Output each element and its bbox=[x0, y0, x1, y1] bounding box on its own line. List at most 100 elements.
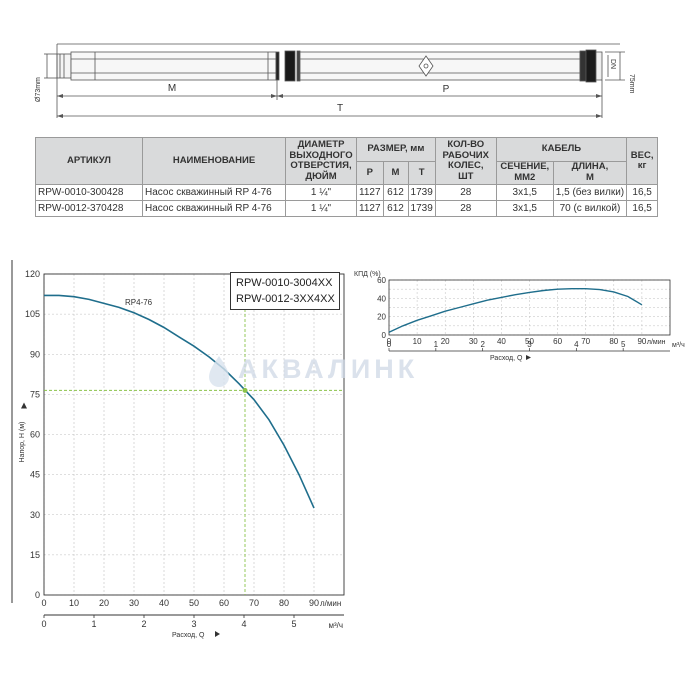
x2-tick-label: 5 bbox=[621, 340, 626, 349]
dim-diameter-label: Ø73mm bbox=[35, 77, 42, 102]
x-tick-label: 40 bbox=[159, 598, 169, 608]
x-tick-label: 40 bbox=[497, 337, 506, 346]
cell-t: 1739 bbox=[407, 184, 436, 201]
header-weight: ВЕС, кг bbox=[626, 137, 659, 185]
x-tick-label: 30 bbox=[469, 337, 478, 346]
x-tick-label: 20 bbox=[441, 337, 450, 346]
efficiency-series-line bbox=[388, 288, 643, 333]
y-tick-label: 75 bbox=[30, 389, 40, 399]
x2-unit-label: м³/ч bbox=[328, 621, 343, 630]
x-axis-arrow-icon bbox=[215, 631, 220, 637]
x-tick-label: 60 bbox=[219, 598, 229, 608]
legend-line-2: RPW-0012-3XX4XX bbox=[236, 293, 335, 305]
x-tick-label: 90 bbox=[309, 598, 319, 608]
header-cable-section: СЕЧЕНИЕ, ММ2 bbox=[495, 160, 554, 185]
header-size-t: T bbox=[407, 160, 436, 185]
header-wheels: КОЛ-ВО РАБОЧИХ КОЛЕС, ШТ bbox=[434, 137, 497, 185]
x2-tick-label: 0 bbox=[387, 340, 392, 349]
dim-height-label: 75mm bbox=[628, 74, 635, 94]
x2-tick-label: 3 bbox=[191, 619, 196, 629]
x-tick-label: 60 bbox=[553, 337, 562, 346]
cell-name: Насос скважинный RP 4-76 bbox=[142, 184, 286, 201]
y-axis-label: Напор, H (м) bbox=[19, 422, 26, 463]
y-tick-label: 0 bbox=[382, 331, 387, 340]
cell-outlet: 1 ¼" bbox=[285, 200, 357, 217]
watermark-text: АКВАЛИНК bbox=[238, 354, 419, 384]
x-tick-label: 80 bbox=[609, 337, 618, 346]
spec-table: АРТИКУЛ НАИМЕНОВАНИЕ ДИАМЕТР ВЫХОДНОГО ОТВ… bbox=[35, 137, 659, 217]
cell-weight: 16,5 bbox=[626, 184, 659, 201]
x-tick-label: 10 bbox=[69, 598, 79, 608]
header-cable-length: ДЛИНА, М bbox=[552, 160, 628, 185]
cell-length: 1,5 (без вилки) bbox=[552, 184, 628, 201]
x2-tick-label: 4 bbox=[574, 340, 579, 349]
x2-tick-label: 1 bbox=[434, 340, 439, 349]
x2-tick-label: 3 bbox=[527, 340, 532, 349]
series-line-rp4-76 bbox=[44, 294, 315, 509]
cell-t: 1739 bbox=[407, 200, 436, 217]
x-tick-label: 90 bbox=[637, 337, 646, 346]
header-size-p: P bbox=[356, 160, 384, 185]
y-axis-label: КПД (%) bbox=[354, 271, 381, 278]
cell-weight: 16,5 bbox=[626, 200, 659, 217]
cell-section: 3x1,5 bbox=[495, 184, 554, 201]
cell-length: 70 (с вилкой) bbox=[552, 200, 628, 217]
cell-m: 612 bbox=[382, 200, 409, 217]
x-axis-label: Расход, Q bbox=[490, 355, 523, 362]
x-tick-label: 30 bbox=[129, 598, 139, 608]
x2-tick-label: 1 bbox=[91, 619, 96, 629]
cell-wheels: 28 bbox=[434, 184, 497, 201]
y-tick-label: 60 bbox=[377, 276, 386, 285]
x2-tick-label: 2 bbox=[141, 619, 146, 629]
y-tick-label: 0 bbox=[35, 590, 40, 600]
x2-tick-label: 0 bbox=[41, 619, 46, 629]
x-tick-label: 0 bbox=[387, 337, 392, 346]
cell-article: RPW-0012-370428 bbox=[35, 200, 143, 217]
table-row: RPW-0012-370428 Насос скважинный RP 4-76… bbox=[35, 200, 659, 217]
legend-line-1: RPW-0010-3004XX bbox=[236, 277, 333, 289]
x-tick-label: 10 bbox=[413, 337, 422, 346]
cell-p: 1127 bbox=[356, 184, 384, 201]
header-name: НАИМЕНОВАНИЕ bbox=[142, 137, 286, 185]
y-tick-label: 60 bbox=[30, 430, 40, 440]
table-row: RPW-0010-300428 Насос скважинный RP 4-76… bbox=[35, 184, 659, 201]
x-tick-label: 20 bbox=[99, 598, 109, 608]
y-tick-label: 120 bbox=[25, 269, 40, 279]
plot-frame bbox=[388, 279, 671, 336]
x-unit-label: л/мин bbox=[647, 339, 666, 346]
cell-wheels: 28 bbox=[434, 200, 497, 217]
dim-m-label: M bbox=[168, 83, 176, 94]
header-cable: КАБЕЛЬ bbox=[495, 137, 628, 162]
dim-p-label: P bbox=[443, 84, 450, 95]
dim-t-label: T bbox=[337, 103, 343, 114]
x-unit-label: л/мин bbox=[320, 599, 341, 608]
y-tick-label: 90 bbox=[30, 349, 40, 359]
x-tick-label: 50 bbox=[525, 337, 534, 346]
header-article: АРТИКУЛ bbox=[35, 137, 143, 185]
cell-outlet: 1 ¼" bbox=[285, 184, 357, 201]
plot-frame bbox=[43, 273, 345, 596]
x-axis-label: Расход, Q bbox=[172, 632, 205, 639]
cell-section: 3x1,5 bbox=[495, 200, 554, 217]
x-tick-label: 70 bbox=[581, 337, 590, 346]
series-label: RP4-76 bbox=[125, 298, 153, 307]
x2-tick-label: 4 bbox=[241, 619, 246, 629]
header-outlet: ДИАМЕТР ВЫХОДНОГО ОТВЕРСТИЯ, ДЮЙМ bbox=[285, 137, 357, 185]
y-tick-label: 105 bbox=[25, 309, 40, 319]
cell-m: 612 bbox=[382, 184, 409, 201]
cell-p: 1127 bbox=[356, 200, 384, 217]
y-tick-label: 15 bbox=[30, 550, 40, 560]
cell-name: Насос скважинный RP 4-76 bbox=[142, 200, 286, 217]
legend-box: RPW-0010-3004XX RPW-0012-3XX4XX bbox=[230, 272, 340, 310]
x-tick-label: 0 bbox=[41, 598, 46, 608]
y-tick-label: 20 bbox=[377, 313, 386, 322]
header-size: РАЗМЕР, мм bbox=[356, 137, 436, 162]
x2-tick-label: 2 bbox=[480, 340, 485, 349]
cell-article: RPW-0010-300428 bbox=[35, 184, 143, 201]
x-tick-label: 70 bbox=[249, 598, 259, 608]
header-size-m: M bbox=[382, 160, 409, 185]
pump-drawing: M P T Ø73mm 75mm DN bbox=[35, 43, 635, 118]
x-tick-label: 80 bbox=[279, 598, 289, 608]
